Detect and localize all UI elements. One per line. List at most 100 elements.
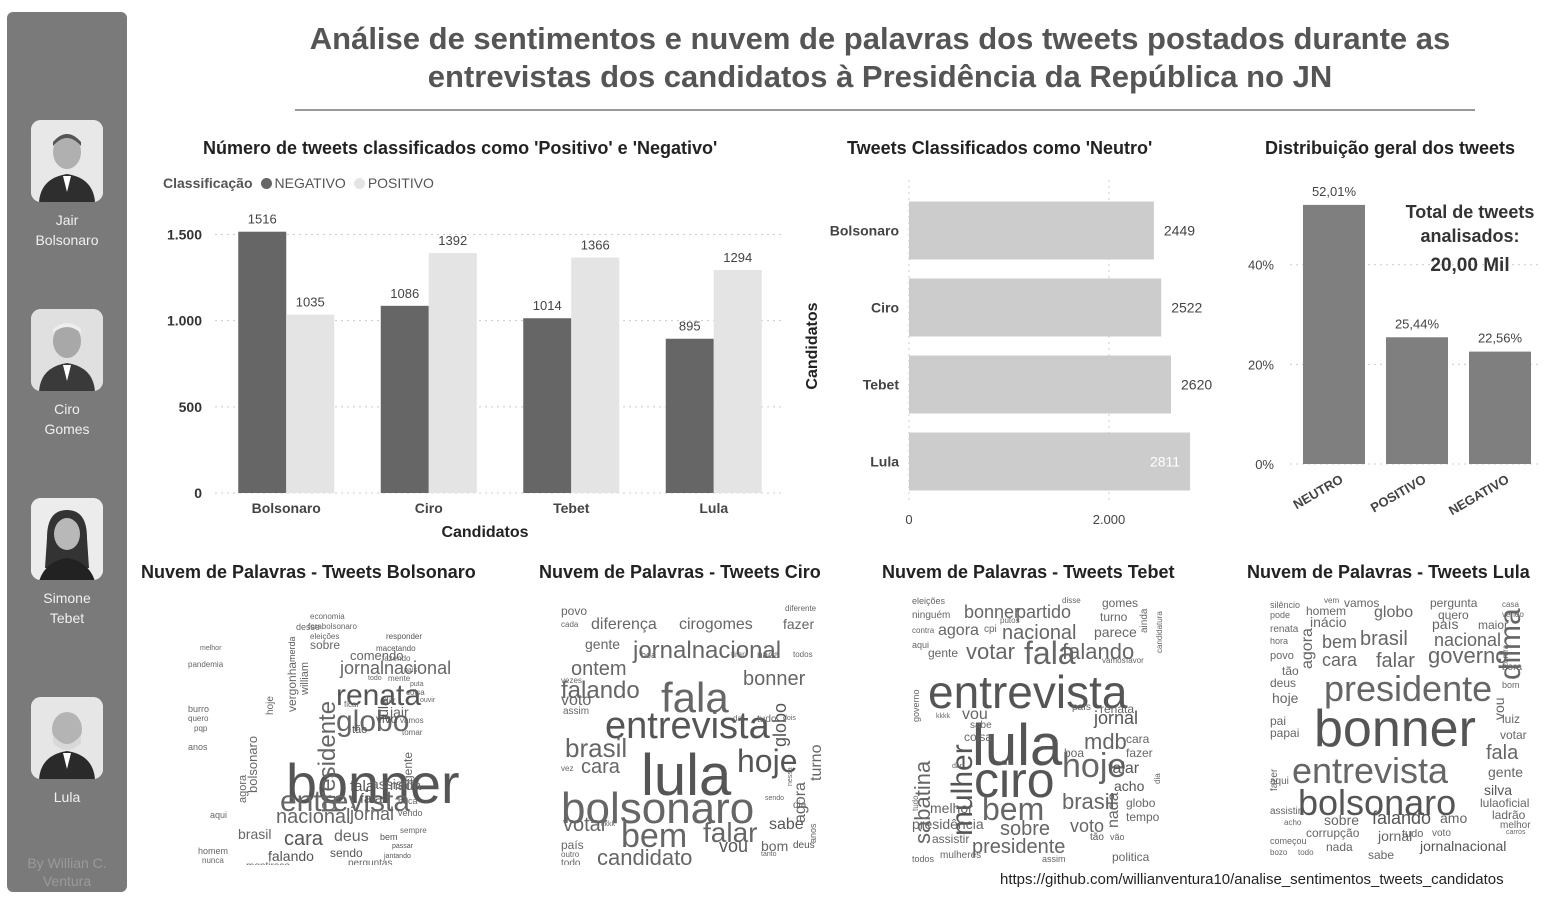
- x-tick-label: Bolsonaro: [252, 500, 321, 516]
- cloud-word: turno: [808, 744, 825, 781]
- bar-distribution: [1386, 337, 1448, 464]
- bar-positivo: [428, 253, 477, 493]
- cloud-word: vem: [1324, 597, 1340, 605]
- candidate-photo: [31, 697, 103, 779]
- legend-positivo[interactable]: POSITIVO: [367, 175, 434, 191]
- cloud-word: burro: [188, 704, 210, 714]
- cloud-word: eleições: [310, 632, 340, 641]
- cloud-word: tão: [1282, 664, 1299, 678]
- cloud-word: homem: [198, 846, 229, 856]
- x-tick-label: Lula: [699, 500, 728, 516]
- cloud-word: kkkk: [601, 821, 615, 828]
- cloud-word: todo: [368, 675, 382, 682]
- x-tick-label: Tebet: [553, 500, 590, 516]
- cloud-word: anos: [188, 742, 208, 752]
- cloud-word: diferente: [785, 604, 817, 613]
- cloud-word: mentiroso: [246, 862, 290, 866]
- cloud-word: votar: [966, 639, 1015, 664]
- cloud-word: vez: [561, 764, 574, 773]
- cloud-word: globo: [1126, 796, 1156, 810]
- y-tick-label: Tebet: [863, 377, 900, 393]
- bar-neutro: [909, 355, 1171, 414]
- cloud-word: todos: [912, 854, 935, 864]
- cloud-word: votar: [563, 814, 608, 836]
- cloud-word: tudo: [757, 714, 777, 725]
- cloud-word: sobre: [1324, 812, 1360, 828]
- cloud-word: vendo: [1502, 610, 1524, 619]
- cloud-word: dois: [783, 715, 796, 722]
- cloud-word: tudo: [1402, 828, 1424, 840]
- title-divider: [295, 109, 1475, 111]
- cloud-word: turno: [1100, 610, 1128, 624]
- bar-neutro: [909, 201, 1154, 260]
- cloud-word: nada: [757, 650, 780, 661]
- cloud-word: começou: [1270, 836, 1307, 846]
- cloud-word: fala: [1486, 742, 1519, 764]
- cloud-word: cara: [581, 756, 620, 778]
- data-label: 2811: [1150, 454, 1180, 470]
- cloud-word: vou: [962, 706, 988, 723]
- cloud-word: jornalnacional: [1420, 838, 1507, 854]
- cloud-word: ninguém: [912, 610, 951, 621]
- cloud-word: país: [1072, 702, 1091, 713]
- cloud-word: merda: [287, 636, 297, 662]
- cloud-word: ficar: [344, 700, 360, 709]
- cloud-word: candidato: [597, 845, 693, 866]
- cloud-word: vão: [1110, 832, 1125, 842]
- cloud-word: globo: [336, 705, 410, 738]
- data-label: 1366: [581, 238, 610, 253]
- cloud-word: fazer: [1126, 746, 1153, 760]
- candidate-name: Ciro Gomes: [44, 401, 90, 437]
- cloud-word: fala: [1024, 635, 1076, 671]
- cloud-word: perguntas: [348, 858, 393, 866]
- legend-title: Classificação: [163, 175, 253, 191]
- candidate-name: Lula: [53, 789, 81, 805]
- source-url[interactable]: https://github.com/willianventura10/anal…: [1000, 871, 1504, 888]
- cloud-word: falar: [360, 790, 388, 806]
- legend-negativo-swatch: [260, 177, 272, 189]
- cloud-word: tempo: [1126, 810, 1160, 824]
- cloud-word: tanto: [761, 851, 777, 858]
- word-cloud-tebet: entrevista lula ciro fala hoje bem mulher sabat…: [912, 597, 1180, 865]
- cloud-word: dar: [952, 763, 963, 770]
- cloud-word: gente: [401, 751, 415, 782]
- bar-positivo: [571, 257, 620, 493]
- candidate-photo: [31, 309, 103, 391]
- candidate-bolsonaro[interactable]: Jair Bolsonaro: [7, 120, 127, 250]
- candidate-tebet[interactable]: Simone Tebet: [7, 498, 127, 628]
- cloud-word: ouvir: [420, 697, 436, 704]
- cloud-word: vezes: [561, 676, 582, 685]
- cloud-word: dia: [793, 800, 807, 811]
- cloud-word: acho: [1284, 818, 1302, 827]
- cloud-word: contra: [1501, 645, 1510, 668]
- total-label-1: Total de tweets: [1405, 202, 1535, 222]
- cloud-word: gente: [928, 646, 959, 660]
- y-tick-label: 1.500: [167, 226, 202, 242]
- cloud-word: cara: [284, 828, 323, 850]
- cloud-word: inácio: [1310, 614, 1347, 630]
- cloud-word: entrevista: [605, 705, 770, 747]
- bar-distribution: [1303, 204, 1365, 464]
- word-cloud-ciro: bolsonaro lula entrevista fala jornalnaciona…: [561, 597, 831, 866]
- cloud-word: cpi: [984, 624, 997, 635]
- cloud-word: bonner: [1314, 700, 1476, 758]
- candidate-ciro[interactable]: Ciro Gomes: [7, 309, 127, 439]
- x-tick-label: 2.000: [1093, 512, 1126, 527]
- cloud-word: quero: [188, 714, 209, 723]
- cloud-word: fala: [661, 674, 729, 721]
- cloud-word: parece: [1094, 624, 1137, 640]
- cloud-word: entrevista: [1292, 750, 1449, 791]
- cloud-word: favor: [1126, 656, 1144, 665]
- bar-negativo: [380, 305, 429, 493]
- candidate-lula[interactable]: Lula: [7, 697, 127, 807]
- cloud-word: fazendo: [382, 654, 411, 663]
- cloud-word: brasil: [565, 733, 628, 763]
- cloud-word: falar: [703, 817, 758, 848]
- cloud-word: deus: [1270, 676, 1297, 690]
- cloud-word: bozo: [1270, 848, 1288, 857]
- bar-neutro: [909, 432, 1191, 491]
- cloud-word: presidência: [912, 816, 984, 832]
- cloud-word: falar: [1108, 760, 1140, 777]
- legend-negativo[interactable]: NEGATIVO: [274, 175, 346, 191]
- data-label: 1516: [248, 212, 277, 227]
